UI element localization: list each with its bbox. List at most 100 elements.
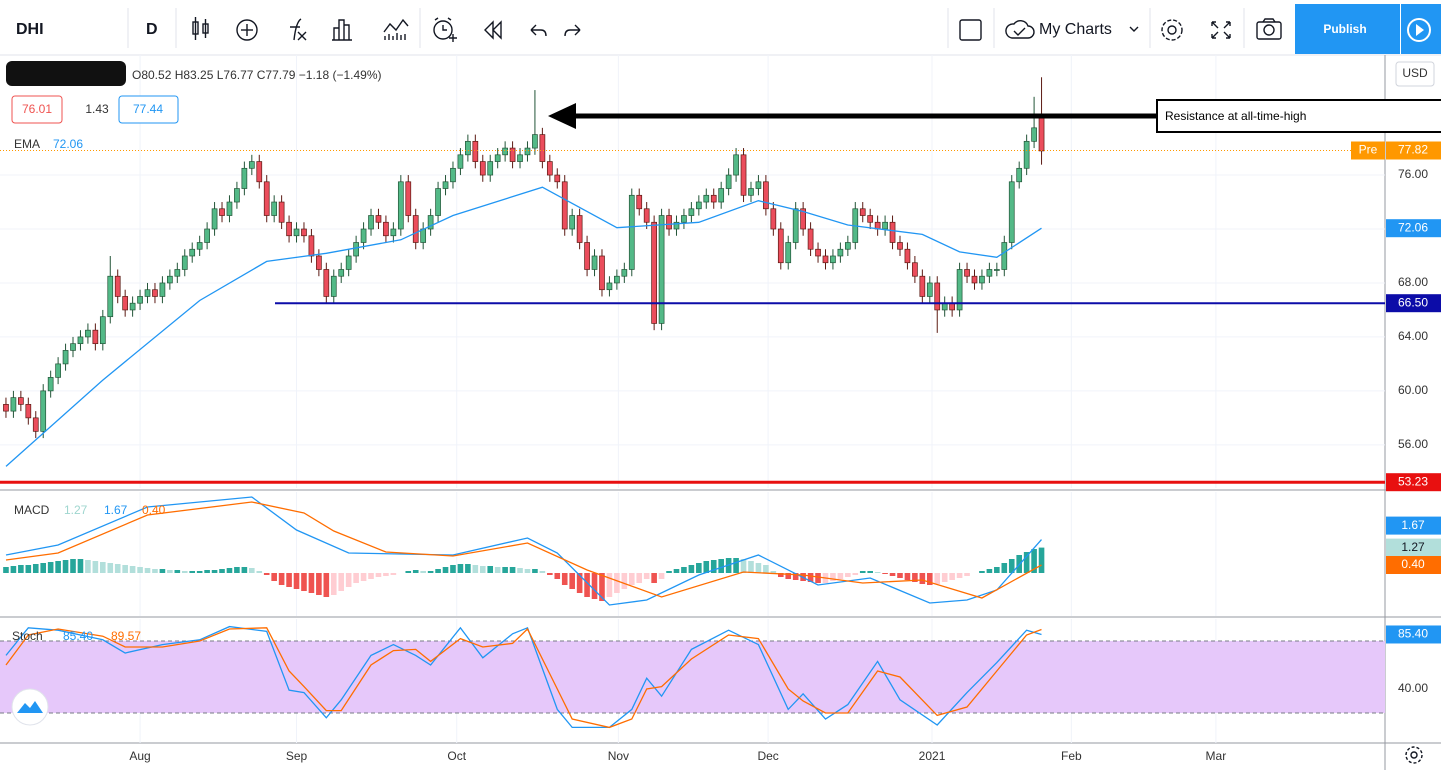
candle-body [882,221,888,230]
candle-body [926,282,933,297]
histogram-bar [479,566,486,573]
level-price-tag: 66.50 [1398,295,1428,309]
histogram-bar [889,573,896,576]
candle-body [204,228,210,243]
stoch-tag-bg [1386,625,1441,644]
histogram-bar [278,573,285,585]
candle-body [174,269,181,277]
histogram-bar [614,573,620,593]
candle-body [226,201,233,216]
publish-label[interactable]: Publish [1323,22,1366,36]
pre-market-tag: 77.82 [1398,143,1428,157]
histogram-bar [40,563,47,573]
candle-body [830,255,836,264]
my-charts[interactable]: My Charts [1039,21,1112,38]
logo-badge[interactable] [11,688,49,726]
candle-body [92,329,99,345]
histogram-bar [837,573,844,579]
histogram-bar [912,573,918,582]
histogram-bar [144,568,151,573]
fullscreen-toggle[interactable] [959,19,982,41]
ema-legend-name: EMA [14,137,40,151]
histogram-bar [666,571,672,573]
alert-icon[interactable] [433,17,457,42]
snapshot-icon[interactable] [1256,18,1282,40]
ema-price-tag: 72.06 [1398,220,1428,234]
templates-icon[interactable] [332,19,352,41]
candle-body [1001,242,1008,270]
settings-icon[interactable] [1161,19,1183,41]
symbol[interactable]: DHI [16,21,44,38]
pre-tag: Pre [1359,143,1378,157]
histogram-bar [249,568,255,573]
histogram-bar [18,565,24,573]
expand-icon[interactable] [1211,21,1231,39]
cloud-icon[interactable] [1005,20,1035,39]
histogram-bar [710,560,717,573]
candle-body [740,154,747,196]
dropdown-chevron[interactable] [1129,26,1139,32]
axis-settings-icon[interactable] [1405,746,1423,764]
candle-body [85,329,91,338]
candle-body [435,188,441,216]
currency-box[interactable] [1395,61,1435,87]
candle-body [986,269,993,277]
currency[interactable]: USD [1402,66,1428,80]
histogram-bar [1008,559,1015,573]
candle-body [651,221,657,324]
candle-body [219,208,225,216]
redo-icon [564,24,581,37]
ask[interactable]: 77.44 [133,102,163,116]
histogram-bar [487,566,494,573]
bid-box[interactable] [11,95,63,124]
histogram-bar [919,573,926,584]
macd-title: MACD [14,503,50,517]
histogram-bar [859,571,866,573]
histogram-bar [964,573,970,576]
candle-body [517,154,523,162]
chart-type-icon[interactable] [192,17,209,40]
candle-body [628,194,635,270]
candle-body [316,255,322,270]
replay-icon[interactable] [484,20,502,40]
candle-body [1016,167,1023,183]
compare-icon[interactable] [236,19,258,41]
histogram-bar [628,573,635,585]
candle-body [442,181,449,189]
candle-body [688,208,695,216]
candle-body [248,161,255,169]
candle-body [494,154,501,162]
indicators-icon[interactable] [290,18,307,41]
overlay-layer: AugSepOctNovDec2021FebMar76.0072.0068.00… [129,99,1441,763]
ema-price-tag-bg [1386,219,1441,238]
histogram-bar [181,571,188,573]
histogram-bar [852,573,859,575]
histogram-bar [994,567,1000,573]
ask-box[interactable] [118,95,179,124]
bid[interactable]: 76.01 [22,102,52,116]
histogram-bar [308,573,315,593]
candle-body [107,275,114,318]
candle-body [546,161,553,176]
candle-body [211,208,218,230]
candle-body [47,377,54,392]
histogram-bar [196,571,203,573]
histogram-bar [241,567,248,573]
candle-body [867,215,874,223]
candle-body [1038,113,1045,152]
undo-icon[interactable] [530,24,547,37]
candle-body [636,194,643,210]
candle-body [614,275,620,284]
layout-icon[interactable] [383,18,409,40]
histogram-bar [189,571,196,573]
publish-button[interactable] [1295,4,1400,54]
grid-layer [0,55,1385,743]
candle-body [256,161,263,183]
histogram-bar [122,565,128,573]
histogram-bar [174,570,181,573]
histogram-bar [360,573,367,581]
interval[interactable]: D [146,21,158,38]
candle-body [457,154,464,169]
x-tick-label: Nov [608,749,629,763]
candle-body [167,275,173,284]
